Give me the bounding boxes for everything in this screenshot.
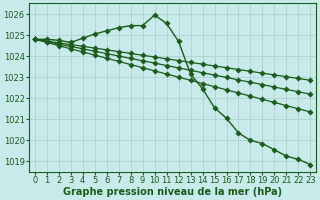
X-axis label: Graphe pression niveau de la mer (hPa): Graphe pression niveau de la mer (hPa)	[63, 187, 282, 197]
